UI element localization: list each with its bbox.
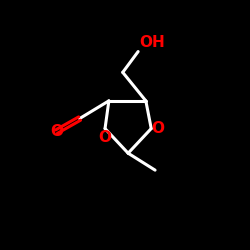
Text: O: O <box>151 121 164 136</box>
Text: OH: OH <box>140 35 166 50</box>
Text: O: O <box>50 124 63 139</box>
Text: O: O <box>98 130 112 145</box>
